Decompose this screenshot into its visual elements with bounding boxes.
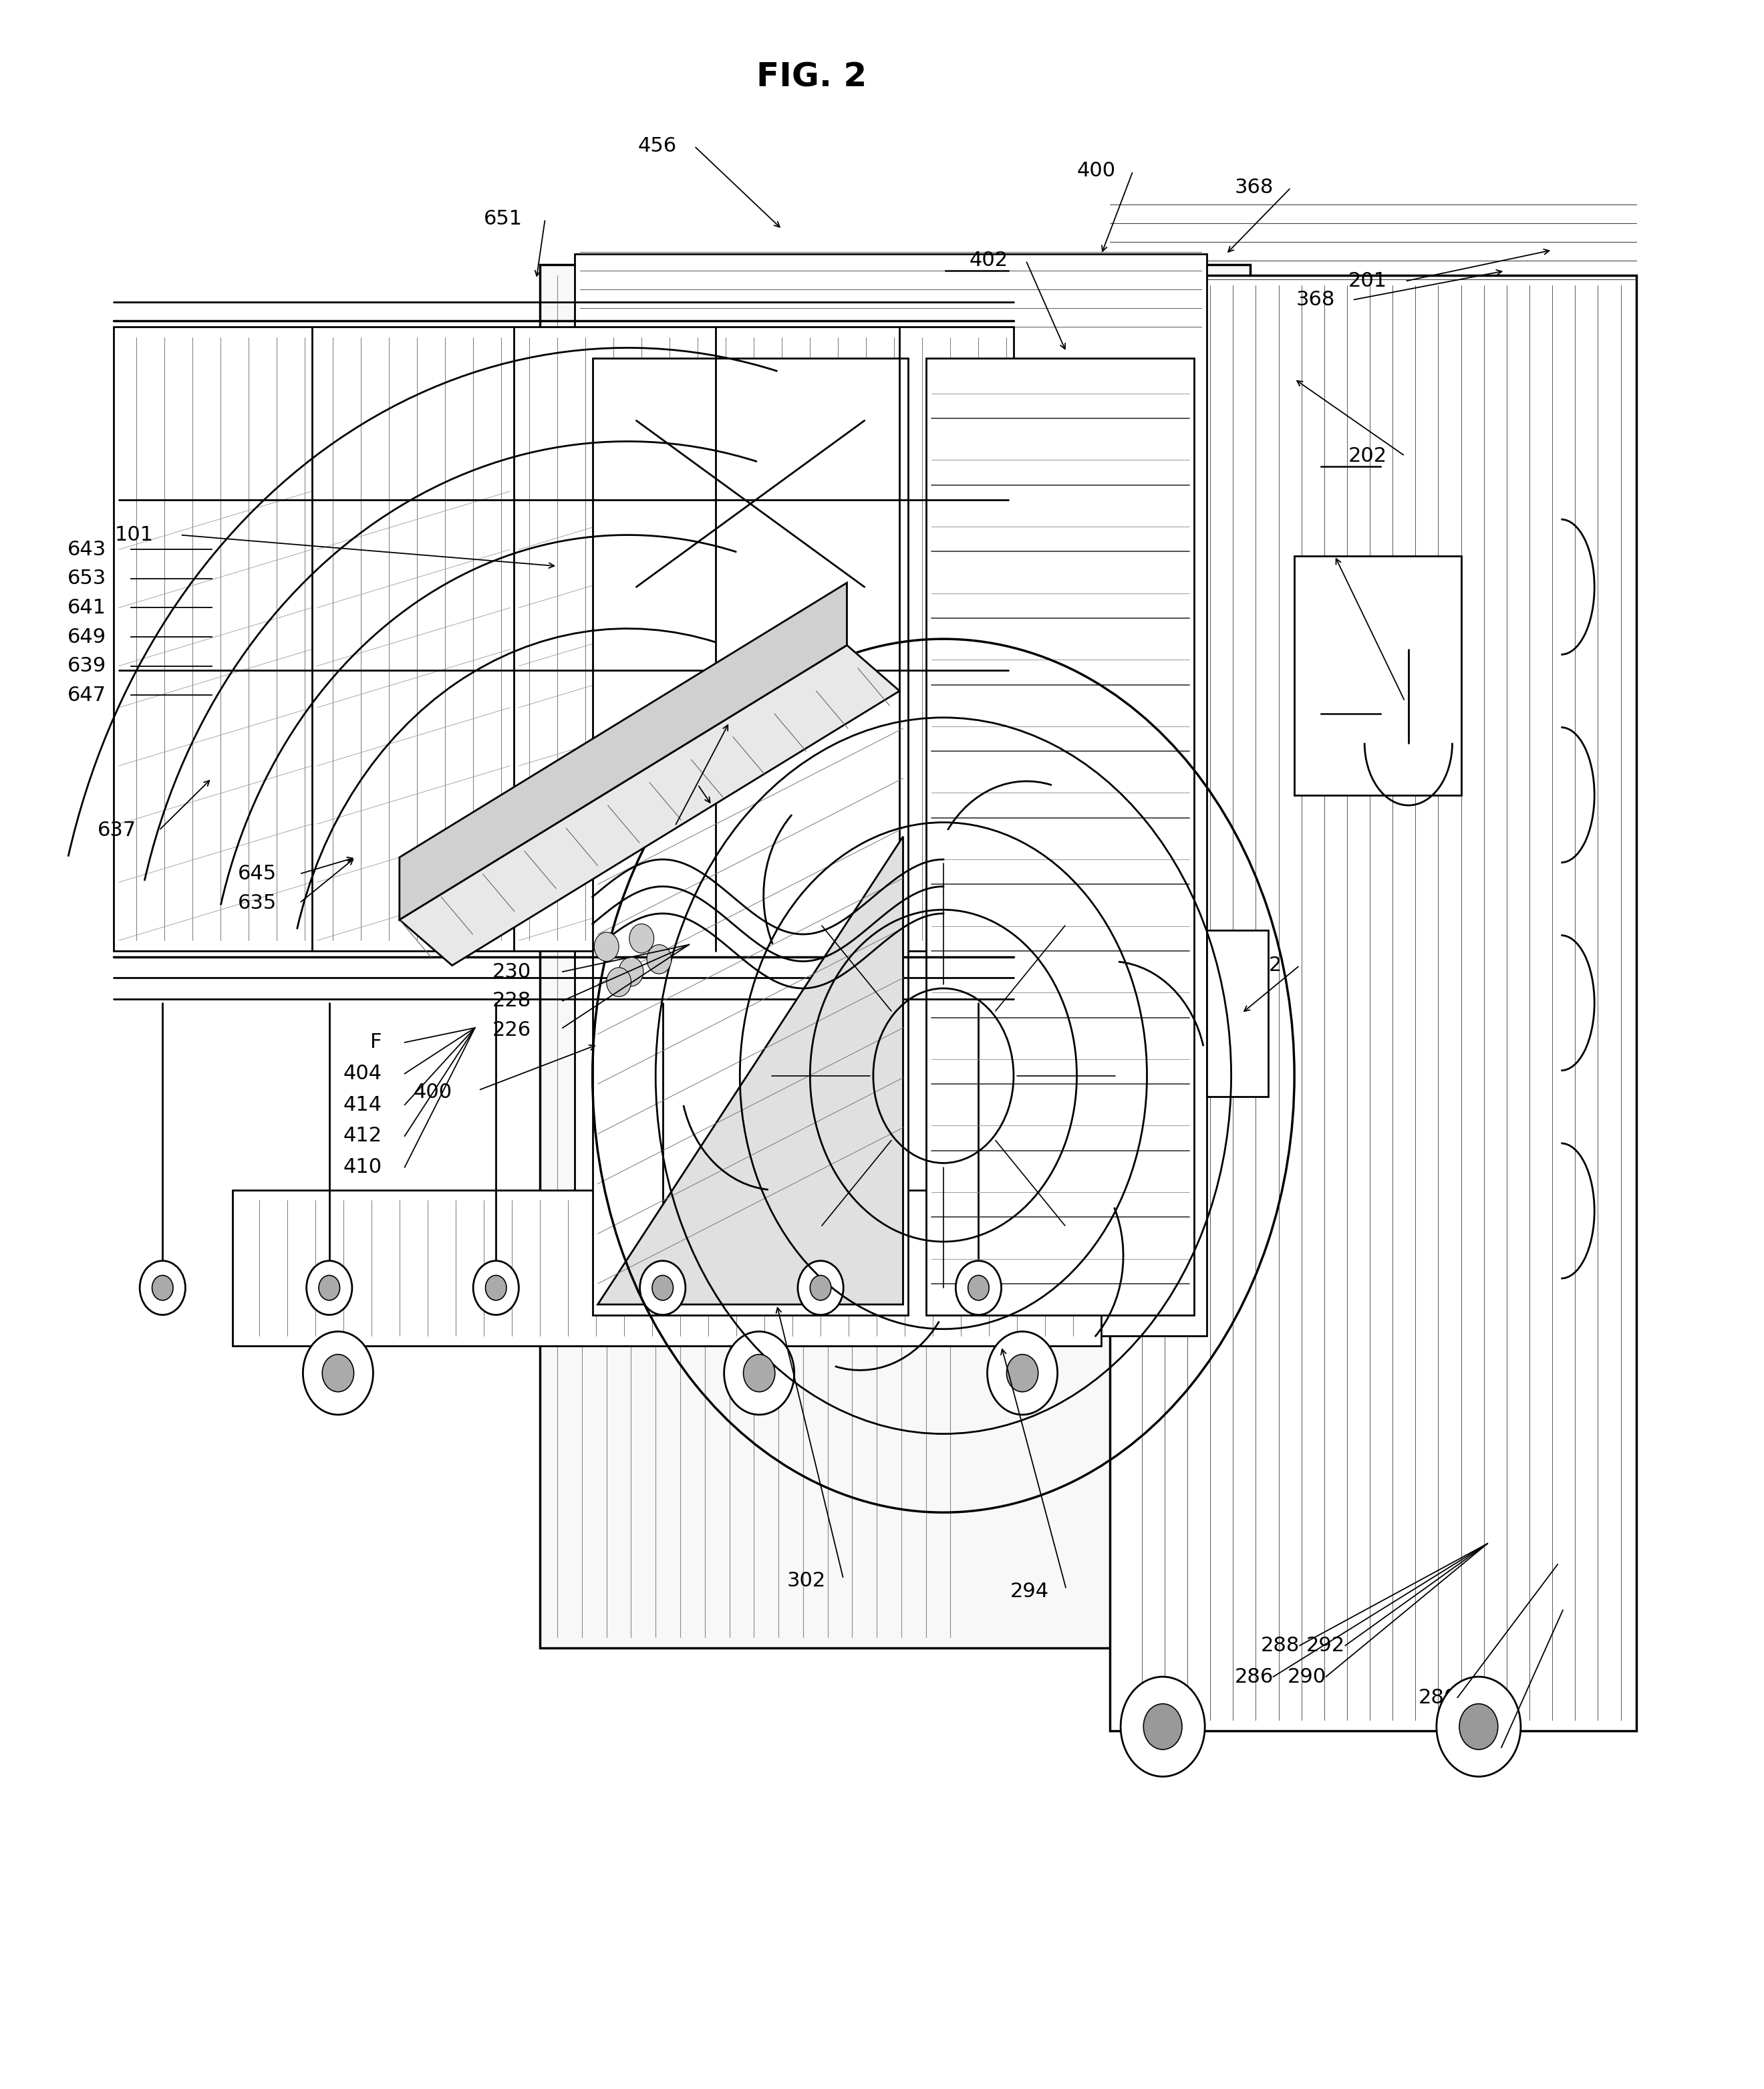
- Text: 412: 412: [342, 1126, 381, 1145]
- Text: 410: 410: [342, 1157, 381, 1176]
- Circle shape: [485, 1276, 506, 1299]
- Text: 201: 201: [1348, 272, 1387, 290]
- Polygon shape: [926, 357, 1194, 1314]
- Text: 280: 280: [1418, 1688, 1457, 1707]
- Circle shape: [139, 1262, 185, 1314]
- Text: 202: 202: [1348, 447, 1387, 466]
- Text: 400: 400: [413, 1082, 452, 1103]
- Circle shape: [619, 957, 644, 986]
- Polygon shape: [233, 1191, 1101, 1345]
- Text: 294: 294: [1009, 1581, 1050, 1600]
- Circle shape: [640, 1262, 686, 1314]
- Text: 228: 228: [492, 990, 531, 1011]
- Circle shape: [630, 923, 654, 953]
- Bar: [1295, 556, 1461, 796]
- Circle shape: [1120, 1677, 1205, 1776]
- Text: 302: 302: [787, 1571, 826, 1590]
- Polygon shape: [399, 646, 900, 965]
- Text: 204: 204: [616, 817, 654, 836]
- Circle shape: [968, 1276, 990, 1299]
- Text: 101: 101: [115, 524, 153, 545]
- Text: 643: 643: [67, 539, 106, 560]
- Text: 649: 649: [67, 627, 106, 648]
- Text: 286: 286: [1235, 1667, 1274, 1686]
- Circle shape: [810, 1276, 831, 1299]
- Text: 647: 647: [67, 685, 106, 704]
- Text: 226: 226: [492, 1019, 531, 1040]
- Text: 639: 639: [67, 656, 106, 675]
- Text: 456: 456: [639, 136, 677, 157]
- Circle shape: [956, 1262, 1002, 1314]
- Text: 368: 368: [1235, 178, 1274, 196]
- Circle shape: [1143, 1705, 1182, 1748]
- Circle shape: [1459, 1705, 1498, 1748]
- Text: 641: 641: [67, 597, 106, 618]
- Text: 292: 292: [1307, 1636, 1346, 1654]
- Circle shape: [303, 1331, 374, 1414]
- Text: 653: 653: [67, 568, 106, 589]
- Polygon shape: [540, 265, 1251, 1648]
- Text: FIG. 2: FIG. 2: [757, 61, 868, 94]
- Text: 368: 368: [1297, 290, 1335, 309]
- Circle shape: [323, 1354, 355, 1391]
- Polygon shape: [399, 583, 847, 919]
- Circle shape: [607, 967, 632, 996]
- Circle shape: [473, 1262, 519, 1314]
- Text: 201: 201: [642, 775, 681, 794]
- Text: 637: 637: [97, 821, 136, 840]
- Polygon shape: [598, 836, 903, 1304]
- Text: 635: 635: [238, 894, 277, 913]
- Circle shape: [594, 932, 619, 961]
- Circle shape: [1436, 1677, 1521, 1776]
- Polygon shape: [1110, 276, 1637, 1732]
- Polygon shape: [593, 357, 908, 1314]
- Text: 402: 402: [970, 251, 1009, 269]
- Text: 278: 278: [1341, 694, 1381, 712]
- Polygon shape: [1207, 930, 1268, 1097]
- Text: 290: 290: [1288, 1667, 1327, 1686]
- Circle shape: [319, 1276, 340, 1299]
- Circle shape: [988, 1331, 1057, 1414]
- Circle shape: [743, 1354, 774, 1391]
- Text: 414: 414: [342, 1095, 381, 1116]
- Polygon shape: [575, 255, 1207, 1335]
- Text: 230: 230: [492, 963, 531, 982]
- Circle shape: [307, 1262, 353, 1314]
- Circle shape: [723, 1331, 794, 1414]
- Circle shape: [653, 1276, 674, 1299]
- Circle shape: [797, 1262, 843, 1314]
- Polygon shape: [113, 328, 1014, 950]
- Text: 404: 404: [342, 1063, 381, 1084]
- Circle shape: [152, 1276, 173, 1299]
- Text: 400: 400: [1076, 161, 1115, 182]
- Circle shape: [647, 944, 672, 973]
- Text: 645: 645: [238, 865, 277, 884]
- Text: 310: 310: [1462, 1738, 1501, 1757]
- Text: 288: 288: [1261, 1636, 1300, 1654]
- Text: F: F: [370, 1032, 381, 1053]
- Text: 651: 651: [483, 209, 522, 228]
- Text: 232: 232: [1244, 957, 1282, 976]
- Circle shape: [1007, 1354, 1039, 1391]
